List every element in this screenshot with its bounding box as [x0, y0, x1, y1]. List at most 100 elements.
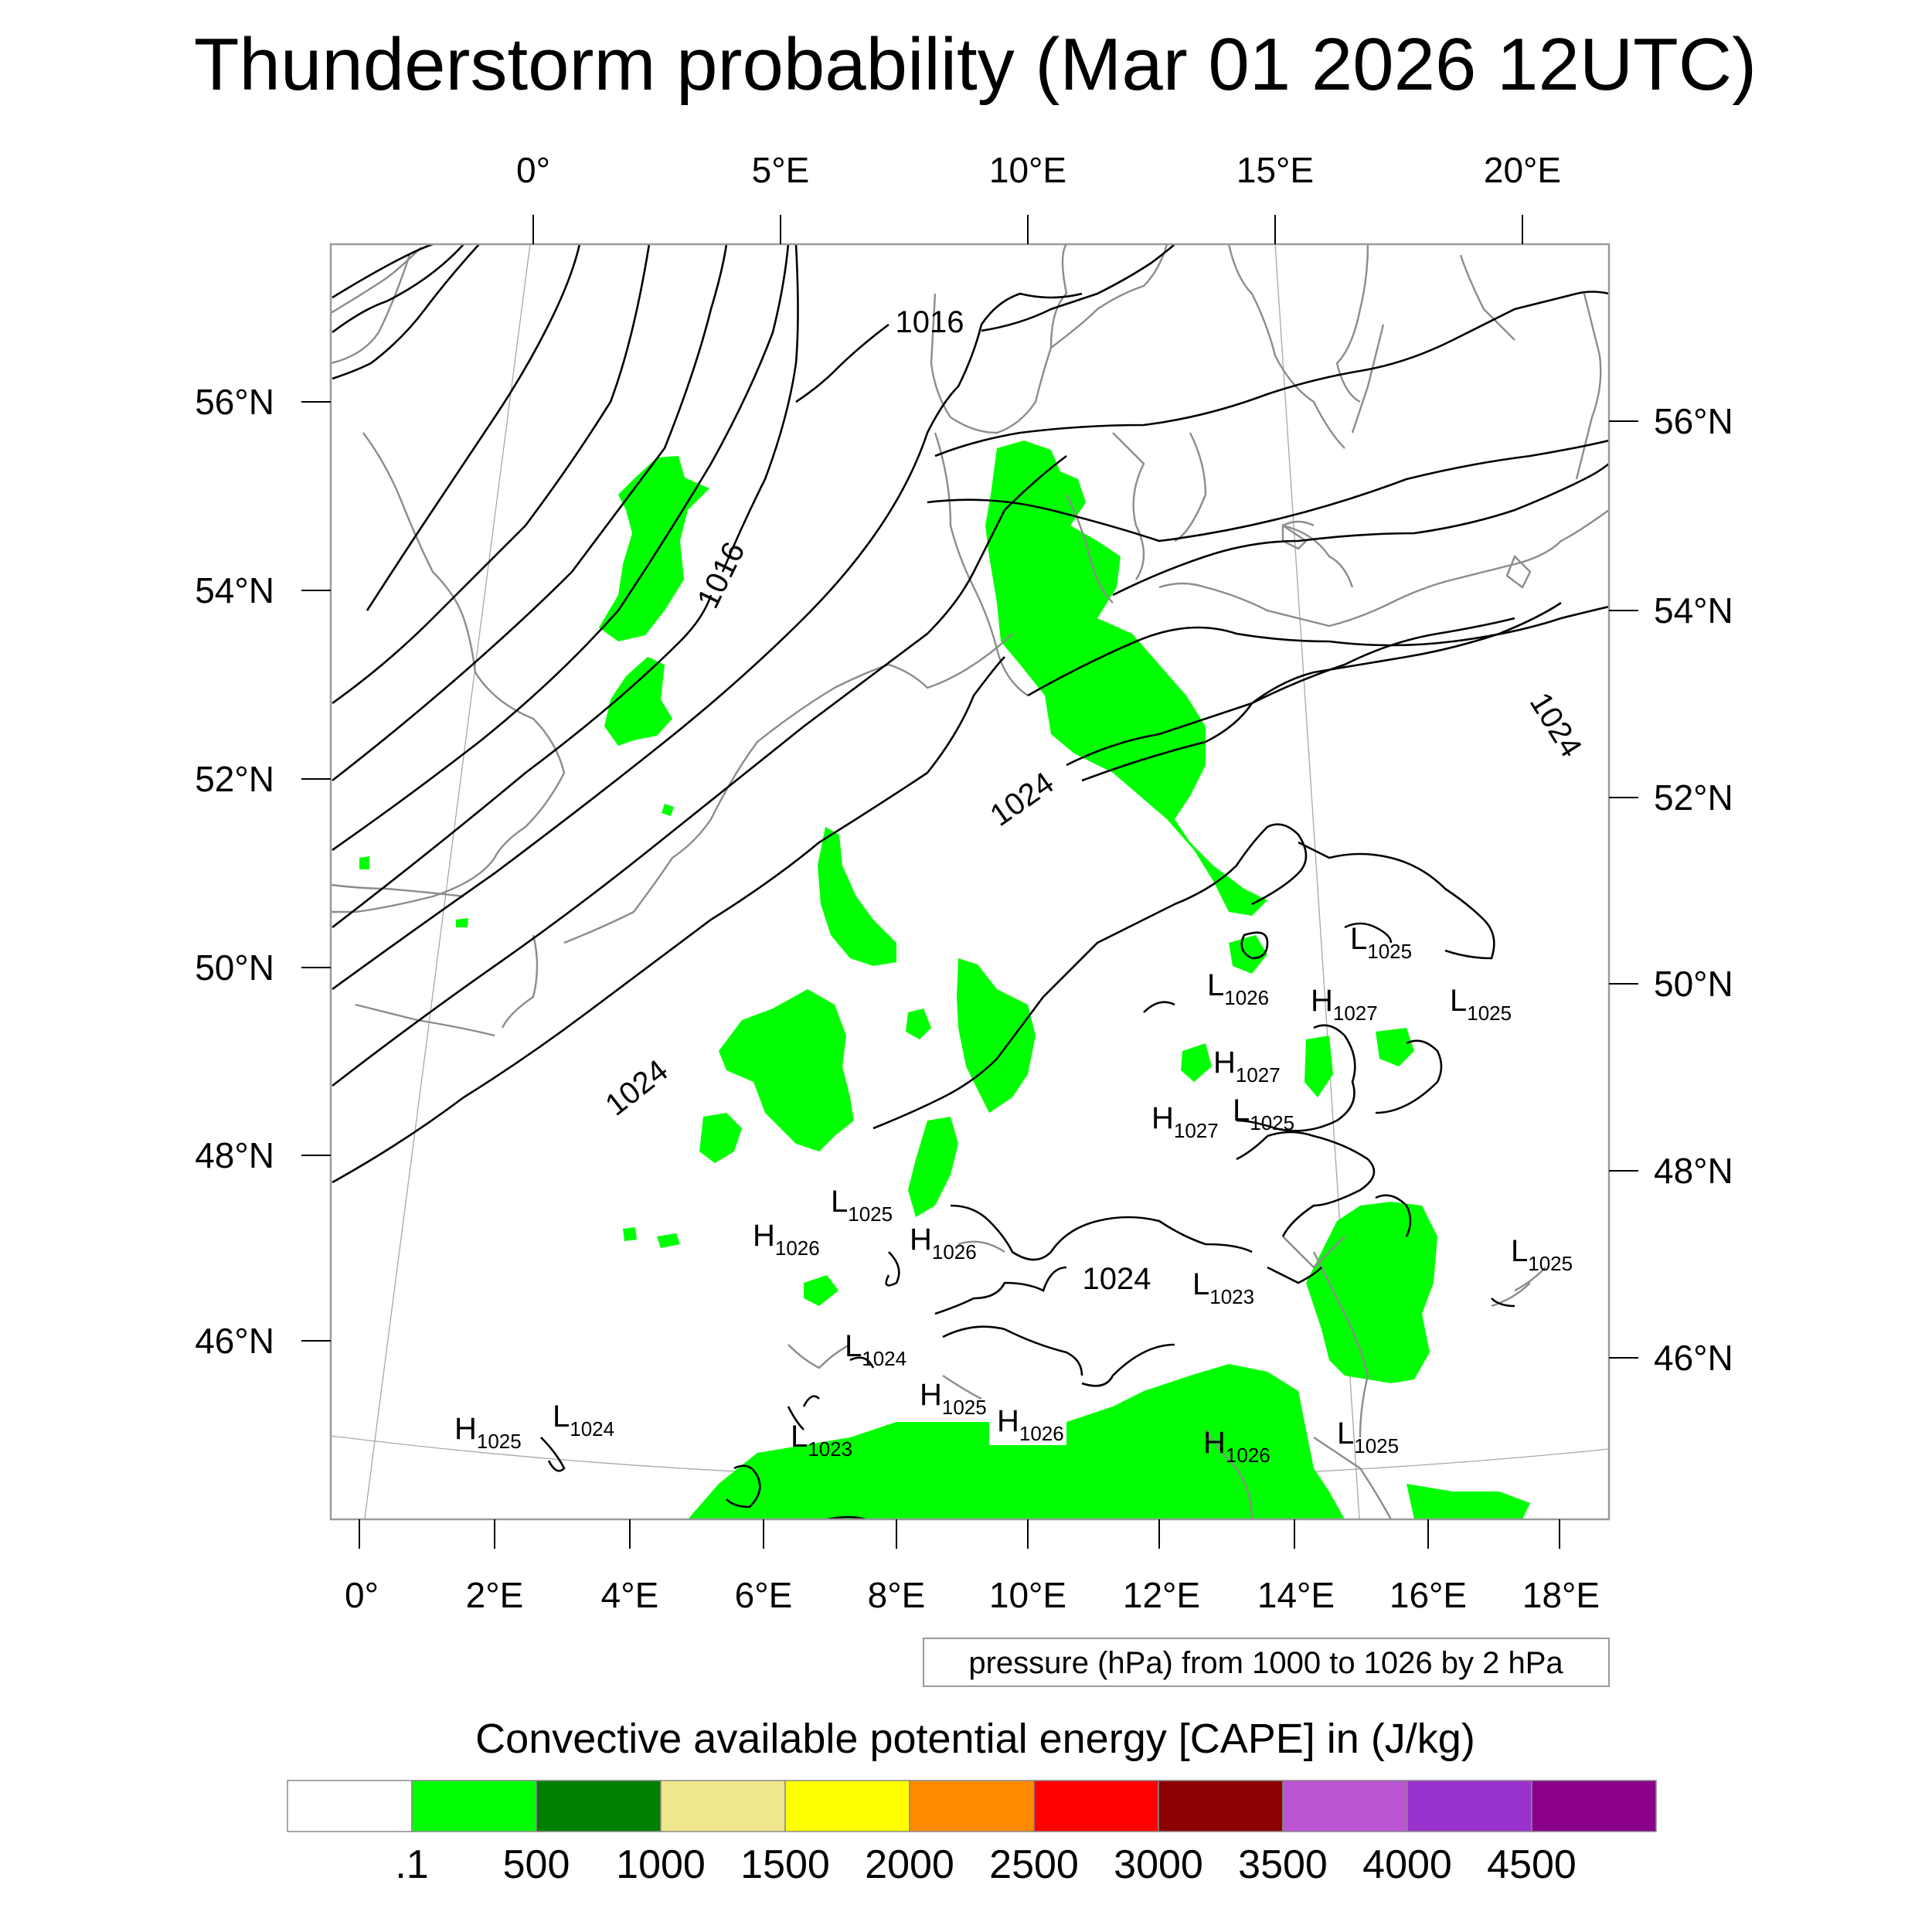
- pressure-center: H1025: [920, 1378, 987, 1419]
- pressure-center: L1023: [791, 1420, 852, 1461]
- cape-area-jutland: [985, 440, 1267, 916]
- cape-area-small-a: [906, 1009, 931, 1039]
- lat-label-left: 54°N: [195, 570, 274, 611]
- lon-label-bottom: 2°E: [466, 1575, 524, 1615]
- colorbar-label: 500: [503, 1842, 570, 1887]
- cape-area-czech-east: [1376, 1028, 1414, 1066]
- figure-title: Thunderstorm probability (Mar 01 2026 12…: [194, 23, 1757, 106]
- cape-area-small-d: [623, 1227, 637, 1241]
- lat-label-left: 56°N: [195, 382, 274, 422]
- lon-label-top: 0°: [516, 150, 550, 190]
- cape-area-small-e: [657, 1233, 680, 1248]
- map-frame: [329, 243, 1611, 1521]
- lat-label-left: 48°N: [195, 1135, 274, 1175]
- lon-label-bottom: 18°E: [1522, 1575, 1600, 1615]
- pressure-center: H1026: [910, 1223, 977, 1264]
- pressure-center: L1025: [831, 1185, 893, 1226]
- colorbar-label: 3000: [1114, 1842, 1203, 1887]
- colorbar-label: 2000: [865, 1842, 954, 1887]
- colorbar-cell: [660, 1780, 786, 1832]
- colorbar: [287, 1780, 1657, 1832]
- lat-label-left: 50°N: [195, 947, 274, 988]
- lon-label-top: 10°E: [989, 150, 1066, 190]
- pressure-center: L1025: [1233, 1094, 1294, 1134]
- pressure-center: L1024: [553, 1400, 614, 1440]
- isobar-label-1024-d: 1024: [1083, 1262, 1151, 1296]
- colorbar-label: 3500: [1238, 1842, 1328, 1887]
- colorbar-label: .1: [395, 1842, 428, 1887]
- lat-label-left: 46°N: [195, 1321, 274, 1361]
- pressure-center: H1026: [753, 1219, 820, 1260]
- cape-area-france-east: [719, 989, 854, 1151]
- pressure-center: L1025: [1337, 1417, 1399, 1458]
- left-latitude-labels: 56°N 54°N 52°N 50°N 48°N 46°N: [195, 382, 274, 1361]
- right-latitude-labels: 56°N 54°N 52°N 50°N 48°N 46°N: [1654, 401, 1733, 1378]
- lat-label-right: 48°N: [1654, 1151, 1733, 1191]
- colorbar-cell: [1033, 1780, 1159, 1832]
- pressure-center: L1025: [1511, 1234, 1573, 1275]
- lon-label-bottom: 10°E: [989, 1575, 1066, 1615]
- lon-label-bottom: 12°E: [1123, 1575, 1200, 1615]
- pressure-centers: L1025 L1026 H1027 L1025 H1027 H1027 L102…: [454, 922, 1573, 1467]
- cape-area-alps-west: [804, 1275, 838, 1306]
- colorbar-cell: [536, 1780, 662, 1832]
- isobars: [332, 244, 1609, 1519]
- pressure-center: H1026: [1203, 1426, 1270, 1467]
- lon-label-top: 15°E: [1236, 150, 1314, 190]
- lon-label-bottom: 6°E: [735, 1575, 793, 1615]
- cape-area-adriatic-east: [1406, 1484, 1530, 1519]
- colorbar-cell: [909, 1780, 1035, 1832]
- colorbar-title: Convective available potential energy [C…: [475, 1716, 1475, 1762]
- lon-label-top: 5°E: [752, 150, 810, 190]
- top-longitude-labels: 0° 5°E 10°E 15°E 20°E: [516, 150, 1561, 190]
- pressure-center: H1025: [454, 1412, 522, 1453]
- lon-label-bottom: 16°E: [1389, 1575, 1467, 1615]
- cape-area-slovenia: [1306, 1202, 1437, 1383]
- colorbar-cell: [411, 1780, 537, 1832]
- cape-field: [359, 440, 1530, 1519]
- cape-area-po-valley: [688, 1364, 1345, 1519]
- colorbar-cell: [1158, 1780, 1284, 1832]
- colorbar-label: 4000: [1362, 1842, 1452, 1887]
- colorbar-labels: .1 500 1000 1500 2000 2500 3000 3500 4000 4500: [395, 1842, 1577, 1887]
- tick-marks: [301, 215, 1638, 1549]
- cape-area-small-c: [1181, 1043, 1212, 1082]
- cape-area-belgium: [818, 827, 896, 966]
- lon-label-bottom: 0°: [345, 1575, 379, 1615]
- lat-label-right: 56°N: [1654, 401, 1733, 441]
- lat-label-right: 46°N: [1654, 1338, 1733, 1378]
- colorbar-cell: [1406, 1780, 1532, 1832]
- pressure-center: L1023: [1192, 1267, 1254, 1308]
- pressure-center: L1026: [1207, 968, 1269, 1009]
- colorbar-label: 4500: [1487, 1842, 1577, 1887]
- cape-area-bohemia: [1304, 1036, 1333, 1097]
- pressure-center: H1027: [1213, 1046, 1281, 1087]
- cape-area-small-g: [456, 918, 468, 927]
- colorbar-cell: [287, 1780, 413, 1832]
- pressure-center: L1025: [1350, 922, 1412, 963]
- colorbar-label: 2500: [989, 1842, 1079, 1887]
- pressure-center: L1025: [1450, 984, 1512, 1025]
- colorbar-cell: [784, 1780, 910, 1832]
- lon-label-bottom: 14°E: [1257, 1575, 1335, 1615]
- pressure-center: L1024: [845, 1329, 906, 1370]
- colorbar-cell: [1531, 1780, 1657, 1832]
- cape-area-small-b: [1229, 935, 1267, 974]
- lon-label-top: 20°E: [1484, 150, 1561, 190]
- bottom-longitude-labels: 0° 2°E 4°E 6°E 8°E 10°E 12°E 14°E 16°E 1…: [345, 1575, 1600, 1615]
- cape-area-rhine: [957, 958, 1036, 1113]
- cape-area-benelux-small: [662, 804, 674, 816]
- cape-area-northsea-north: [599, 456, 709, 641]
- colorbar-label: 1500: [740, 1842, 830, 1887]
- cape-area-northsea-south: [604, 657, 672, 746]
- pressure-center: H1026: [997, 1404, 1064, 1445]
- map-area: [331, 244, 1609, 1519]
- pressure-center: H1027: [1311, 984, 1378, 1025]
- lon-label-bottom: 4°E: [601, 1575, 659, 1615]
- colorbar-cell: [1282, 1780, 1408, 1832]
- pressure-info-text: pressure (hPa) from 1000 to 1026 by 2 hP…: [968, 1646, 1563, 1680]
- cape-area-vosges: [699, 1113, 742, 1163]
- lon-label-bottom: 8°E: [868, 1575, 926, 1615]
- pressure-info-box: pressure (hPa) from 1000 to 1026 by 2 hP…: [923, 1638, 1610, 1687]
